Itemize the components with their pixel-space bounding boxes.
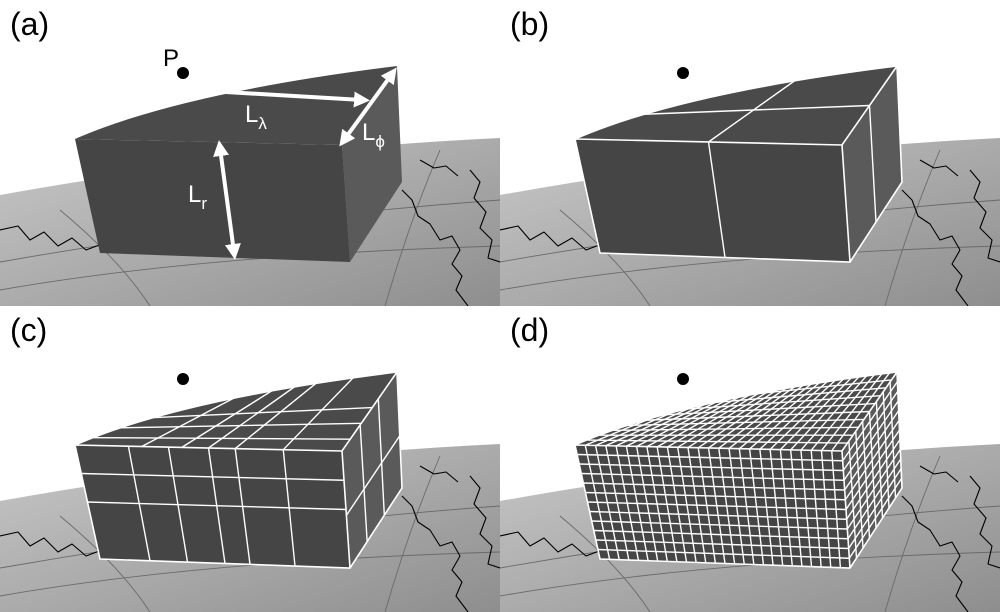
front-mesh (707, 141, 726, 258)
observation-point (177, 67, 189, 79)
block-front-face (575, 139, 850, 262)
block (75, 66, 402, 262)
point-label: P (163, 45, 179, 72)
label-l-r: Lr (188, 181, 207, 213)
panel-c-label: (c) (10, 312, 48, 348)
panel-b-label: (b) (510, 6, 550, 42)
panel-b-diagram (500, 65, 1000, 306)
label-l-phi: Lϕ (362, 119, 385, 151)
side-mesh (345, 398, 401, 542)
coastline (500, 465, 1000, 612)
observation-point (677, 373, 689, 385)
block-front-face (75, 139, 350, 262)
block-outline (74, 371, 403, 569)
coastline (0, 159, 500, 306)
panel-a-diagram: P Lλ Lϕ Lr (0, 45, 500, 306)
coastline (0, 465, 500, 612)
coastline (500, 159, 1000, 306)
block-front-face (75, 445, 350, 568)
front-mesh (81, 446, 347, 567)
block-side-face (342, 372, 402, 568)
panel-a-label: (a) (10, 6, 50, 42)
panel-b: (b) (500, 0, 1000, 306)
panel-d-label: (d) (510, 312, 550, 348)
block-top-face (75, 372, 397, 451)
side-mesh (868, 105, 877, 223)
side-mesh (842, 381, 903, 559)
arrow-l-r (213, 140, 241, 260)
arrow-l-phi (339, 67, 397, 147)
top-mesh (637, 77, 870, 143)
panel-a: P Lλ Lϕ Lr (a) (0, 0, 500, 306)
arrow-l-lambda (184, 82, 370, 108)
block-outline (574, 65, 903, 263)
block (575, 66, 902, 262)
panel-d: (d) (500, 306, 1000, 612)
label-l-lambda: Lλ (245, 101, 267, 133)
panel-d-diagram (500, 371, 1000, 612)
observation-point (677, 67, 689, 79)
block-outline (574, 371, 903, 569)
block-top-face (575, 66, 897, 145)
panel-c: (c) (0, 306, 500, 612)
observation-point (177, 373, 189, 385)
globe-graticule (0, 455, 500, 612)
block-side-face (842, 66, 902, 262)
panel-c-diagram (0, 371, 500, 612)
front-mesh (577, 445, 850, 568)
